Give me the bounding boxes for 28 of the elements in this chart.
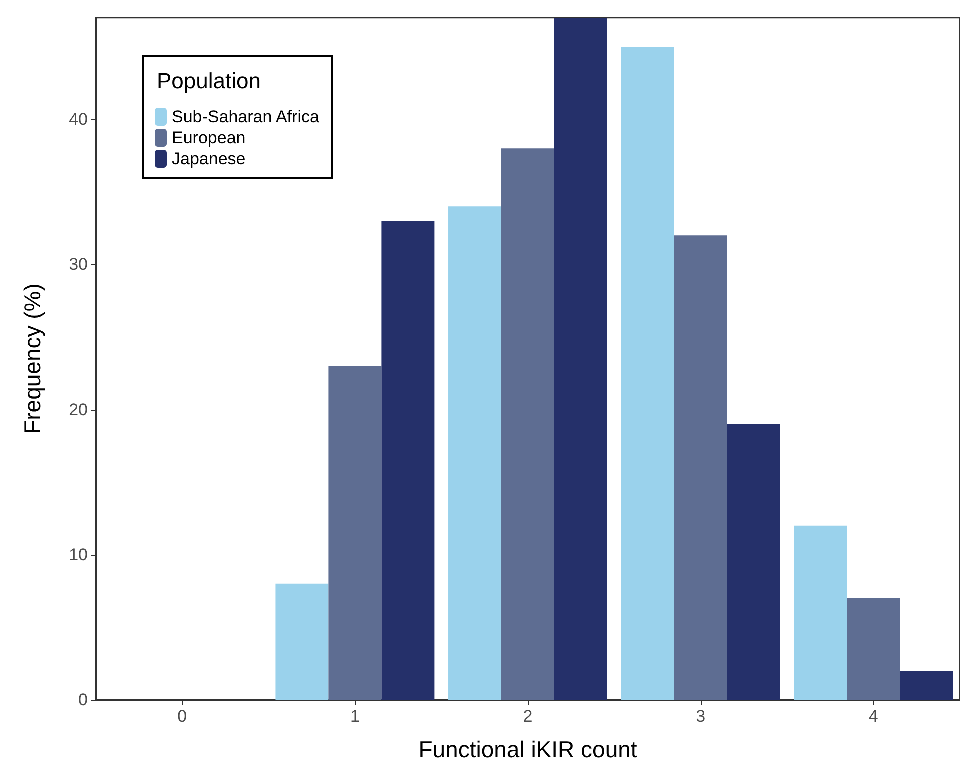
bar — [554, 18, 608, 700]
bar — [621, 47, 674, 700]
y-tick-label: 20 — [69, 400, 88, 420]
y-axis-title: Frequency (%) — [20, 284, 46, 434]
y-tick-label: 0 — [78, 690, 88, 710]
x-tick-label: 3 — [696, 707, 706, 726]
x-tick-label: 2 — [523, 707, 533, 726]
bar — [502, 148, 554, 700]
legend-title: Population — [157, 68, 261, 94]
bar — [794, 526, 848, 700]
bar — [900, 670, 954, 700]
y-tick-label: 40 — [69, 110, 88, 130]
bar — [847, 598, 900, 700]
x-tick-label: 4 — [868, 707, 878, 726]
bar — [382, 221, 435, 700]
bar — [276, 584, 329, 700]
y-tick-label: 10 — [69, 545, 88, 564]
x-axis-title: Functional iKIR count — [418, 736, 638, 762]
bar — [674, 236, 728, 700]
x-tick-label: 1 — [350, 707, 360, 726]
legend-label: Japanese — [172, 150, 246, 168]
bar — [727, 424, 780, 700]
legend-label: European — [172, 128, 246, 148]
x-tick-label: 0 — [178, 707, 188, 726]
y-tick-label: 30 — [69, 255, 88, 274]
bar — [448, 206, 502, 700]
bar — [328, 366, 382, 700]
legend-label: Sub-Saharan Africa — [172, 108, 320, 126]
